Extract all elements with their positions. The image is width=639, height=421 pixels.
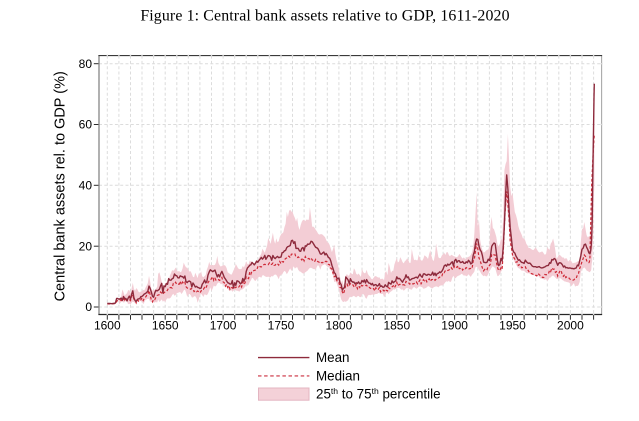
svg-text:1600: 1600 — [94, 319, 121, 333]
svg-text:1650: 1650 — [152, 319, 179, 333]
svg-text:2000: 2000 — [557, 319, 584, 333]
svg-text:80: 80 — [79, 57, 93, 71]
svg-text:1950: 1950 — [499, 319, 526, 333]
svg-text:60: 60 — [79, 118, 93, 132]
svg-text:Central bank assets rel. to GD: Central bank assets rel. to GDP (%) — [52, 71, 68, 301]
svg-text:Figure 1: Central bank assets: Figure 1: Central bank assets relative t… — [140, 8, 509, 25]
svg-text:1700: 1700 — [210, 319, 237, 333]
svg-text:25th to 75th percentile: 25th to 75th percentile — [316, 386, 441, 402]
svg-text:40: 40 — [79, 179, 93, 193]
svg-text:0: 0 — [85, 300, 92, 314]
svg-text:1800: 1800 — [326, 319, 353, 333]
svg-text:Median: Median — [316, 368, 360, 383]
svg-text:1750: 1750 — [268, 319, 295, 333]
svg-text:20: 20 — [79, 239, 93, 253]
svg-text:1900: 1900 — [441, 319, 468, 333]
svg-text:Mean: Mean — [316, 350, 350, 365]
svg-text:1850: 1850 — [383, 319, 410, 333]
